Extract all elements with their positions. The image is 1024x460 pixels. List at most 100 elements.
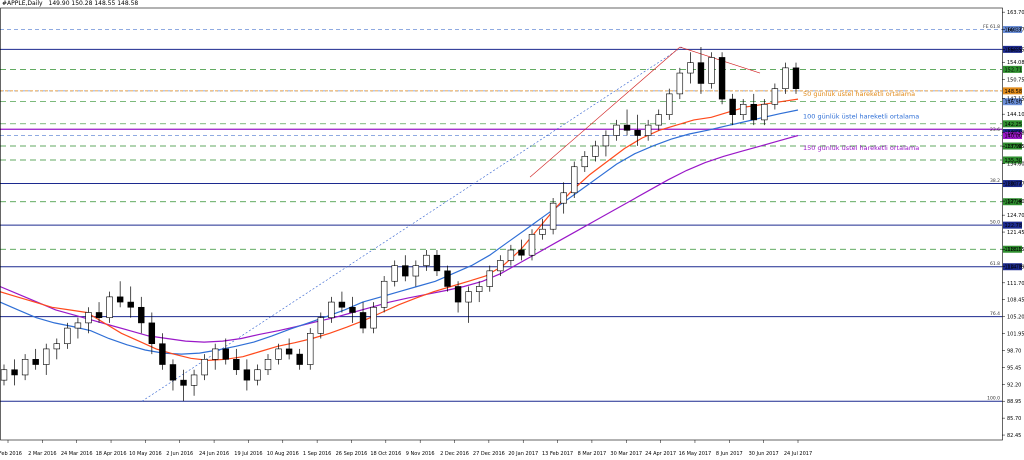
x-tick-label: 4 Feb 2016 xyxy=(0,451,22,457)
candle xyxy=(285,338,293,360)
candle xyxy=(307,328,314,370)
candle-body xyxy=(666,93,673,115)
ema100-line xyxy=(0,109,799,355)
price-tag-label: 160.37 xyxy=(1005,27,1023,33)
candle xyxy=(623,109,631,136)
candle-body xyxy=(486,270,493,287)
candle xyxy=(750,93,757,126)
candle xyxy=(254,364,261,386)
price-tag-label: 135.30 xyxy=(1005,158,1023,164)
y-tick-label: 163.70 xyxy=(1007,10,1024,16)
candle xyxy=(687,52,694,84)
candle-body xyxy=(11,369,18,376)
candle xyxy=(21,354,29,381)
price-tag-bg xyxy=(1003,120,1022,128)
candle xyxy=(465,286,472,323)
y-tick-label: 150.75 xyxy=(1007,78,1024,84)
candle-body xyxy=(328,301,335,318)
candle xyxy=(634,114,641,146)
candle-body xyxy=(391,265,398,282)
candle-body xyxy=(549,202,557,230)
candle-body xyxy=(761,103,768,121)
candle-body xyxy=(655,114,662,126)
candle-body xyxy=(782,67,789,89)
y-tick-label: 101.95 xyxy=(1007,332,1024,338)
candle-body xyxy=(729,98,736,115)
price-tag-label: 142.25 xyxy=(1005,122,1023,128)
candle xyxy=(708,52,715,89)
price-tag: 152.71 xyxy=(1003,65,1023,73)
candle-body xyxy=(222,348,229,360)
candle xyxy=(190,369,198,396)
candle-body xyxy=(32,359,39,365)
y-tick-label: 98.70 xyxy=(1007,348,1021,354)
candle-body xyxy=(571,166,578,194)
price-tag-label: 152.71 xyxy=(1005,67,1023,73)
candle-body xyxy=(739,103,747,115)
candle xyxy=(222,338,229,365)
candle-body xyxy=(644,124,652,136)
y-tick-label: 114.79 xyxy=(1007,265,1024,271)
price-tag-label: 122.78 xyxy=(1005,223,1023,229)
candle-body xyxy=(95,312,103,318)
price-tag-label: 137.98 xyxy=(1005,144,1023,150)
candle xyxy=(85,307,92,334)
candle-body xyxy=(349,306,356,313)
x-tick-label: 1 Sep 2016 xyxy=(303,451,332,457)
candle-body xyxy=(211,348,219,360)
price-tag-bg xyxy=(1003,198,1022,206)
x-tick-label: 26 Sep 2016 xyxy=(336,451,368,457)
ema50-line xyxy=(0,98,799,362)
candle-body xyxy=(433,254,441,272)
y-tick-label: 124.70 xyxy=(1007,213,1024,219)
candle xyxy=(159,333,166,370)
candle xyxy=(201,354,208,381)
x-tick-label: 2 Jun 2016 xyxy=(166,451,193,457)
ohlc-label: 149.90 150.28 148.55 148.58 xyxy=(48,0,139,7)
candle xyxy=(359,302,367,334)
candle-body xyxy=(370,306,377,329)
candle xyxy=(296,348,303,370)
plot-frame xyxy=(0,7,1003,441)
candle xyxy=(771,83,779,110)
candle xyxy=(169,359,177,391)
candle xyxy=(560,182,567,214)
fib-label: 38.2 xyxy=(990,178,1000,184)
candle-body xyxy=(792,67,800,89)
candle-body xyxy=(560,192,567,204)
candle xyxy=(518,239,525,261)
candle xyxy=(655,109,662,131)
candle-body xyxy=(338,301,346,308)
price-tag-bg xyxy=(1003,180,1022,188)
candle-body xyxy=(613,124,620,136)
candle-body xyxy=(43,348,50,365)
price-tag: 142.25 xyxy=(1003,120,1022,128)
candle xyxy=(423,250,430,271)
price-axis: 160.37 156.55 152.71 148.58 146.50 142.25 140.… xyxy=(1002,10,1024,439)
candle-body xyxy=(138,306,145,324)
candle xyxy=(676,67,684,100)
candle-body xyxy=(465,291,472,303)
price-tag-bg xyxy=(1003,87,1022,95)
candle xyxy=(486,265,493,292)
price-tag-label: 127.28 xyxy=(1005,200,1023,206)
candle-body xyxy=(85,312,92,324)
y-tick-label: 134.60 xyxy=(1007,162,1024,168)
fib-label: 23.6 xyxy=(990,127,1000,133)
x-tick-label: 8 Jun 2017 xyxy=(716,451,743,457)
candle xyxy=(43,343,50,375)
candle xyxy=(602,130,610,157)
candle-body xyxy=(475,286,483,292)
candle-body xyxy=(127,301,134,308)
price-tag: 122.78 xyxy=(1003,221,1023,229)
candle xyxy=(106,291,113,323)
candle xyxy=(761,99,768,126)
x-tick-label: 24 Jun 2016 xyxy=(199,451,229,457)
candle xyxy=(729,93,736,126)
price-tag-bg xyxy=(1003,25,1022,33)
candle-body xyxy=(116,296,124,303)
candle-body xyxy=(159,343,166,365)
candle xyxy=(549,197,557,235)
